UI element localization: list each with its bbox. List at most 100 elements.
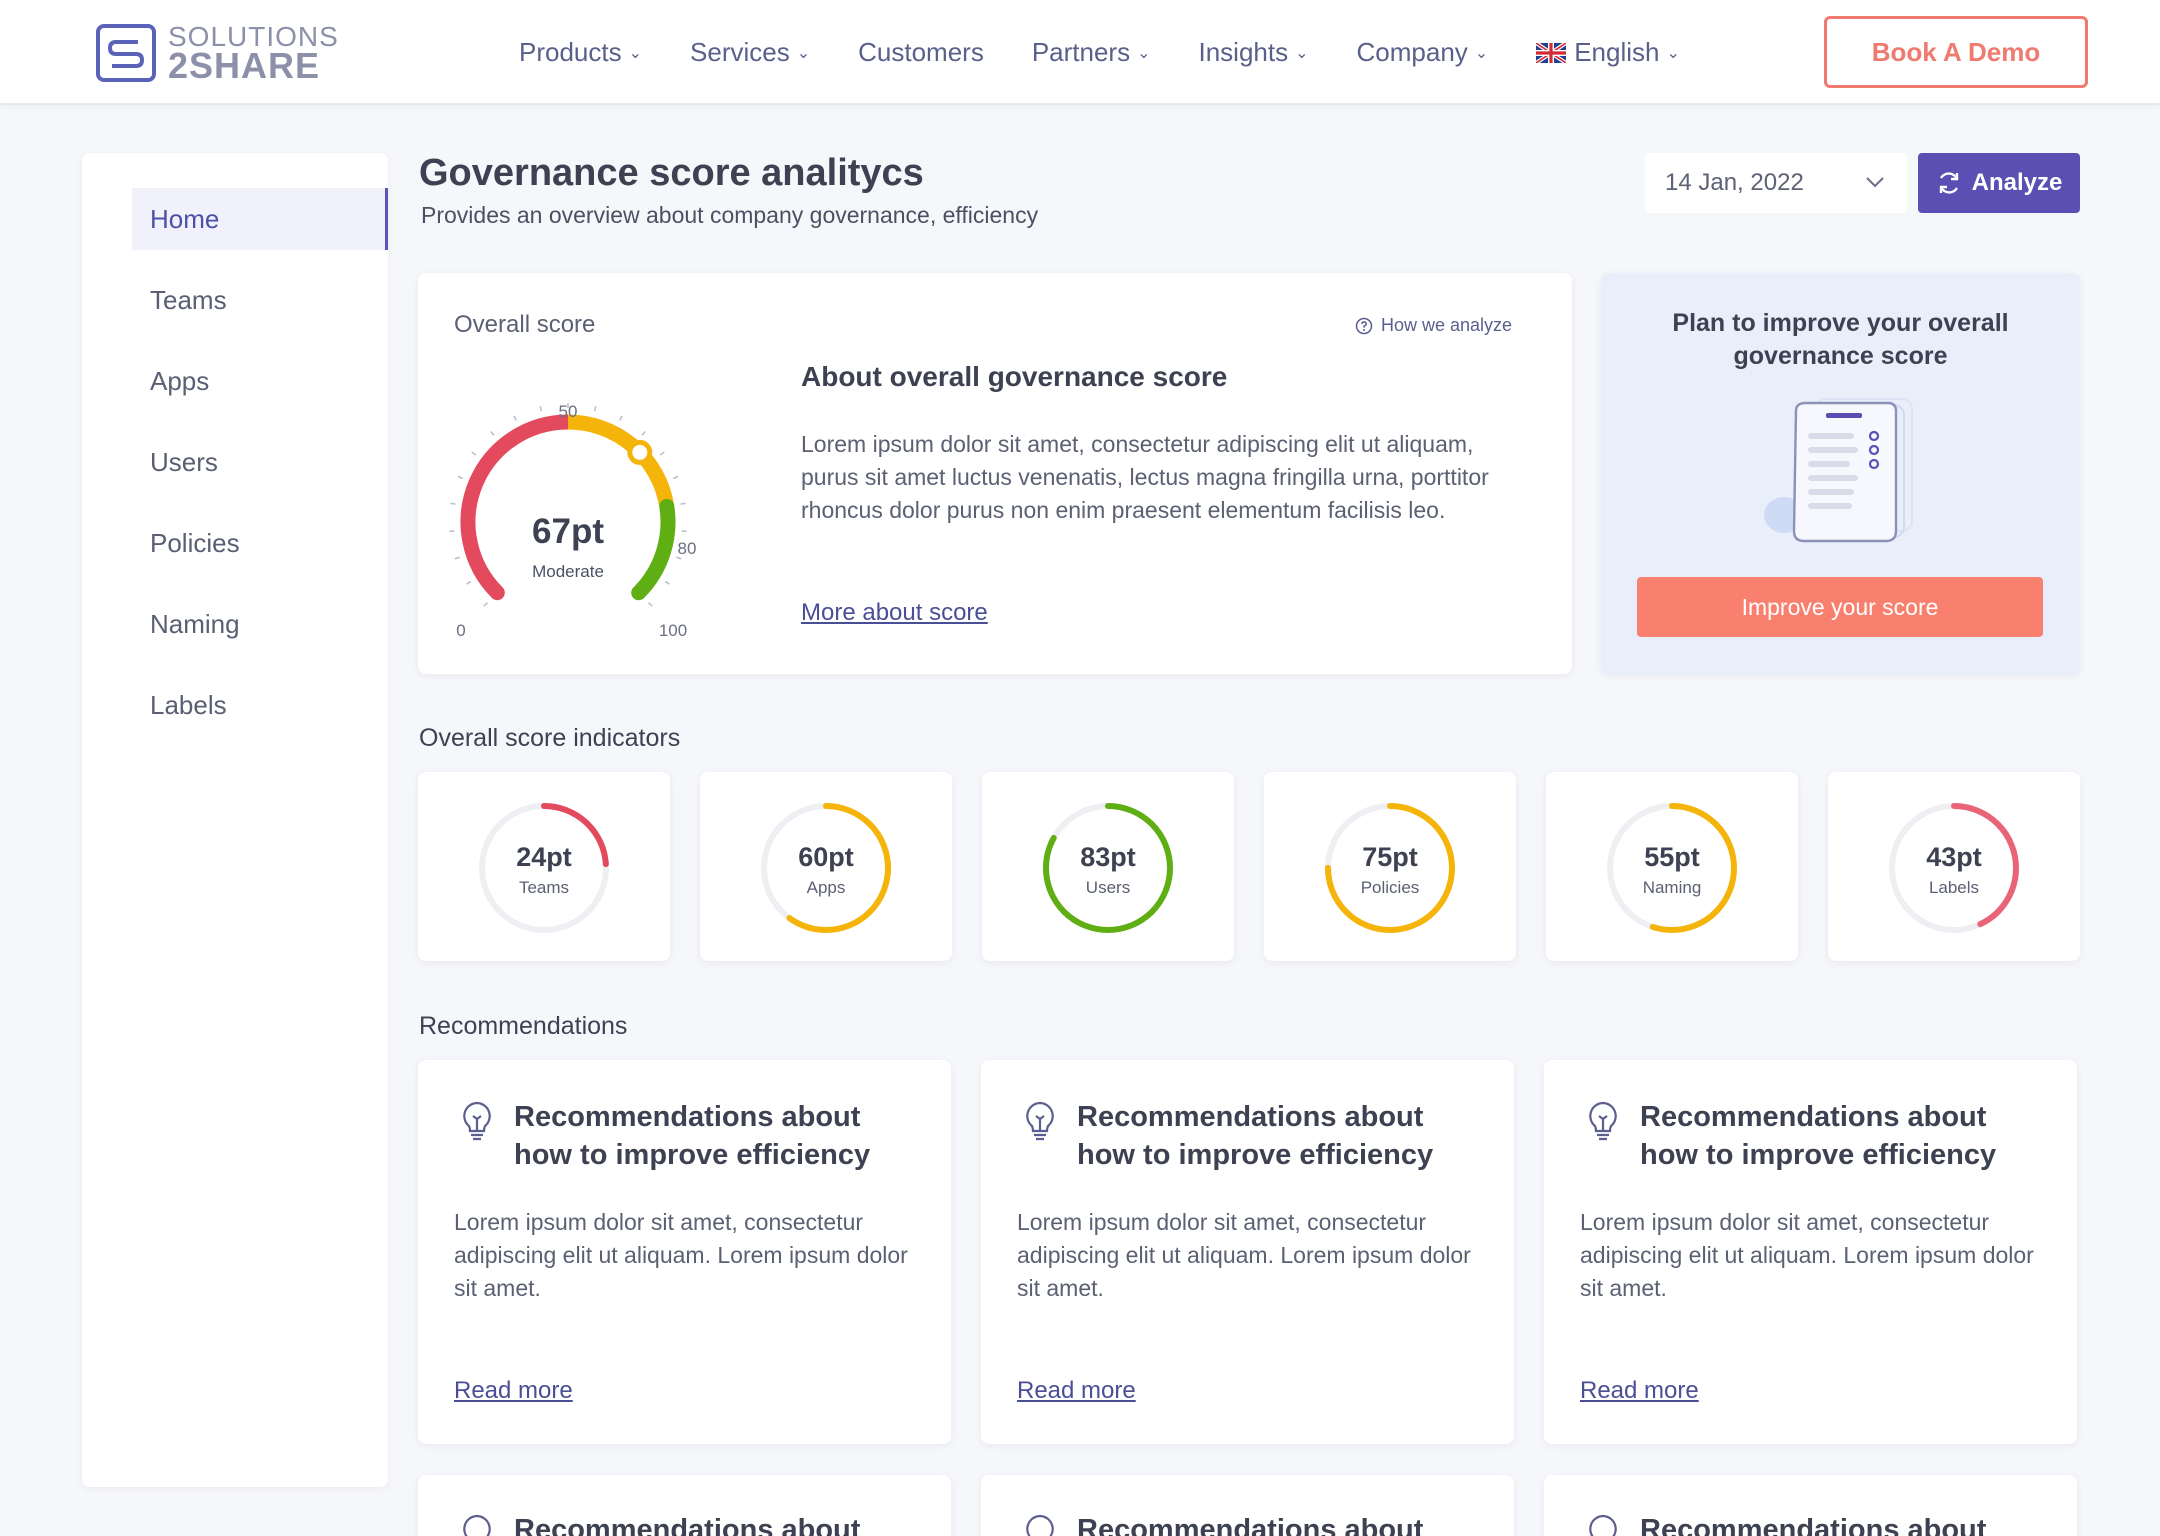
nav-partners-label: Partners [1031, 37, 1131, 67]
recommendation-title: Recommendations about how to improve eff… [1640, 1101, 1997, 1171]
nav-partners[interactable]: Partners ⌄ [1032, 37, 1151, 68]
indicator-card-labels[interactable]: 43pt Labels [1828, 772, 2080, 961]
chevron-down-icon [1866, 177, 1884, 188]
nav-company[interactable]: Company ⌄ [1357, 37, 1489, 68]
indicator-card-naming[interactable]: 55pt Naming [1546, 772, 1798, 961]
gauge-tick-mark [673, 475, 679, 480]
gauge-tick-mark [664, 580, 670, 585]
lightbulb-icon [463, 1514, 491, 1536]
date-select[interactable]: 14 Jan, 2022 [1645, 153, 1907, 213]
gauge-tick-mark [648, 602, 653, 607]
recommendation-text: Lorem ipsum dolor sit amet, consectetur … [1017, 1209, 1471, 1301]
chevron-down-icon: ⌄ [1137, 44, 1151, 62]
brand-logo[interactable]: SOLUTIONS 2SHARE [96, 21, 339, 84]
gauge-tick-50: 50 [559, 402, 578, 421]
gauge-tick-mark [641, 431, 646, 436]
recommendation-title: Recommendations about [1077, 1514, 1424, 1536]
help-circle-icon [1355, 317, 1373, 334]
how-we-analyze-link[interactable]: How we analyze [1355, 315, 1512, 336]
nav-services-label: Services [690, 37, 790, 67]
more-about-score-link[interactable]: More about score [801, 599, 988, 626]
recommendation-card-partial: Recommendations about [981, 1475, 1514, 1536]
improve-score-button[interactable]: Improve your score [1637, 577, 2043, 637]
indicator-card-teams[interactable]: 24pt Teams [418, 772, 670, 961]
indicator-card-apps[interactable]: 60pt Apps [700, 772, 952, 961]
indicator-name: Naming [1642, 878, 1702, 897]
overall-score-label: Overall score [454, 311, 596, 338]
language-select[interactable]: English ⌄ [1536, 37, 1680, 68]
sidebar-item-naming[interactable]: Naming [150, 608, 240, 639]
nav-products-label: Products [519, 37, 622, 67]
chevron-down-icon: ⌄ [1295, 44, 1309, 62]
read-more-link[interactable]: Read more [454, 1377, 573, 1404]
about-score-title: About overall governance score [801, 361, 1228, 392]
gauge-value: 67pt [532, 512, 604, 551]
nav-customers[interactable]: Customers [858, 37, 984, 68]
plan-title: Plan to improve your overall governance … [1672, 309, 2009, 370]
indicator-ring-progress [1043, 803, 1173, 933]
chevron-down-icon: ⌄ [1666, 44, 1680, 62]
indicator-name: Policies [1360, 878, 1420, 897]
indicator-card-users[interactable]: 83pt Users [982, 772, 1234, 961]
recommendation-card: Recommendations about how to improve eff… [981, 1060, 1514, 1444]
sidebar-item-apps[interactable]: Apps [150, 365, 210, 396]
recommendation-title: Recommendations about how to improve eff… [1077, 1101, 1434, 1171]
indicator-card-policies[interactable]: 75pt Policies [1264, 772, 1516, 961]
indicator-name: Teams [518, 878, 570, 897]
brand-line-1: SOLUTIONS [168, 21, 339, 52]
nav-insights[interactable]: Insights ⌄ [1199, 37, 1309, 68]
overall-score-gauge: 67pt Moderate 0 50 80 100 [449, 402, 696, 640]
sidebar-item-labels[interactable]: Labels [150, 689, 227, 720]
indicator-ring-progress [761, 803, 891, 933]
uk-flag-icon [1536, 42, 1567, 63]
recommendation-text: Lorem ipsum dolor sit amet, consectetur … [454, 1209, 908, 1301]
indicator-ring-progress [1607, 803, 1737, 933]
book-demo-button[interactable]: Book A Demo [1824, 16, 2088, 88]
read-more-link[interactable]: Read more [1580, 1377, 1699, 1404]
indicator-value: 55pt [1644, 842, 1700, 872]
indicator-name: Labels [1928, 878, 1980, 897]
indicator-ring-progress [479, 803, 609, 933]
sidebar-item-policies[interactable]: Policies [150, 527, 240, 558]
lightbulb-icon [463, 1101, 491, 1141]
gauge-tick-mark [450, 502, 456, 505]
gauge-tick-0: 0 [456, 621, 465, 640]
analyze-label: Analyze [1971, 169, 2063, 196]
indicator-ring-users [1043, 803, 1173, 933]
recommendation-card: Recommendations about how to improve eff… [418, 1060, 951, 1444]
document-checklist-icon [1764, 398, 1913, 543]
chevron-down-icon: ⌄ [628, 44, 643, 62]
indicator-value: 43pt [1926, 842, 1982, 872]
recommendation-card: Recommendations about how to improve eff… [1544, 1060, 2077, 1444]
nav-products[interactable]: Products ⌄ [519, 37, 642, 68]
analyze-button[interactable]: Analyze [1918, 153, 2080, 213]
page-title: Governance score analitycs [419, 152, 924, 194]
sidebar-item-teams[interactable]: Teams [150, 284, 227, 315]
nav-services[interactable]: Services ⌄ [690, 37, 810, 68]
sidebar-item-home[interactable]: Home [132, 188, 388, 250]
gauge-yellow-segment [567, 414, 675, 508]
gauge-tick-mark [454, 556, 460, 560]
lightbulb-icon [1026, 1101, 1054, 1141]
gauge-tick-mark [593, 406, 597, 412]
indicator-ring-teams [479, 803, 609, 933]
read-more-link[interactable]: Read more [1017, 1377, 1136, 1404]
gauge-tick-mark [619, 415, 623, 421]
gauge-tick-mark [659, 451, 665, 456]
chevron-down-icon: ⌄ [796, 44, 811, 62]
indicator-name: Apps [806, 878, 846, 897]
page-subtitle: Provides an overview about company gover… [421, 202, 1039, 228]
gauge-tick-mark [539, 406, 543, 412]
gauge-tick-100: 100 [659, 621, 687, 640]
gauge-green-segment [631, 498, 676, 601]
gauge-ticks [449, 403, 687, 607]
indicator-ring-policies [1325, 803, 1455, 933]
indicator-value: 83pt [1080, 842, 1136, 872]
lightbulb-icon [1026, 1514, 1054, 1536]
indicator-ring-naming [1607, 803, 1737, 933]
gauge-tick-mark [483, 602, 488, 607]
indicator-value: 75pt [1362, 842, 1418, 872]
lightbulb-icon [1589, 1101, 1617, 1141]
recommendation-text: Lorem ipsum dolor sit amet, consectetur … [1580, 1209, 2034, 1301]
sidebar-item-users[interactable]: Users [150, 446, 218, 477]
